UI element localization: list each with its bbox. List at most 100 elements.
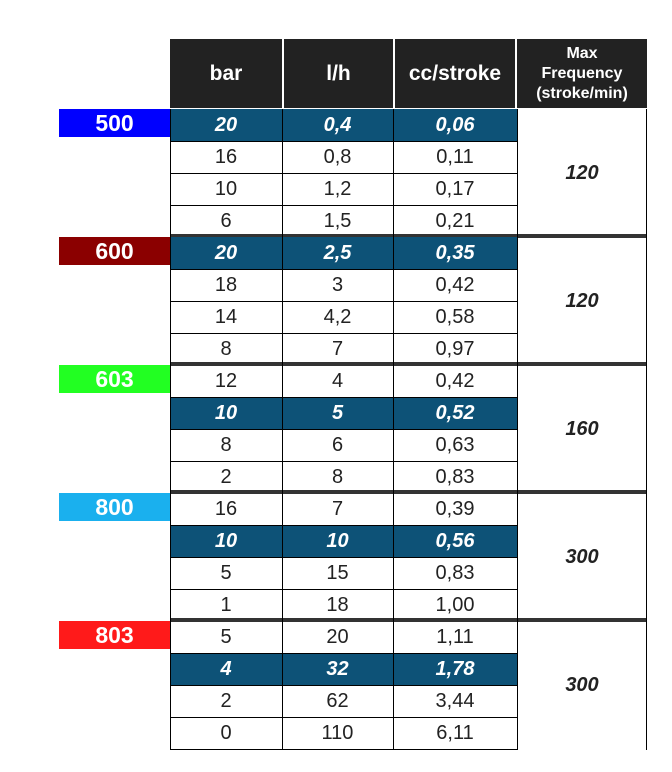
- header-freq-line3: (stroke/min): [536, 84, 628, 102]
- cell-cc-stroke: 0,39: [435, 497, 475, 520]
- model-label: 600: [59, 237, 170, 265]
- cell-lh: 20: [326, 625, 349, 648]
- cell-lh: 7: [331, 497, 344, 520]
- cell-bar: 6: [220, 209, 232, 232]
- header-cc-stroke: cc/stroke: [408, 61, 502, 85]
- cell-lh: 6: [331, 433, 344, 456]
- row-divider: [170, 301, 517, 302]
- column-divider: [393, 109, 394, 750]
- highlight-row-bg: [170, 109, 517, 141]
- cell-cc-stroke: 0,83: [435, 561, 475, 584]
- cell-bar: 1: [220, 593, 232, 616]
- max-frequency-value: 160: [565, 417, 599, 440]
- cell-lh: 1,5: [323, 209, 352, 232]
- header-freq-line2: Frequency: [541, 64, 623, 82]
- table-right-border: [646, 109, 647, 750]
- group-separator: [170, 234, 647, 238]
- header-freq-line1: Max: [566, 44, 598, 62]
- header-lh: l/h: [326, 61, 351, 85]
- row-divider: [170, 205, 517, 206]
- cell-bar: 10: [214, 401, 238, 424]
- header-divider: [515, 39, 517, 108]
- cell-bar: 14: [214, 305, 238, 328]
- cell-lh: 0,4: [323, 113, 352, 136]
- cell-bar: 18: [214, 273, 238, 296]
- cell-bar: 4: [220, 657, 232, 680]
- cell-cc-stroke: 0,17: [435, 177, 475, 200]
- max-frequency-value: 120: [565, 289, 599, 312]
- row-divider: [170, 653, 517, 654]
- group-separator: [170, 618, 647, 622]
- cell-bar: 8: [220, 433, 232, 456]
- cell-cc-stroke: 0,21: [435, 209, 475, 232]
- cell-bar: 5: [220, 625, 232, 648]
- row-divider: [170, 589, 517, 590]
- cell-lh: 110: [321, 721, 354, 744]
- header-divider: [282, 39, 284, 108]
- column-divider: [282, 109, 283, 750]
- cell-cc-stroke: 0,11: [436, 145, 474, 168]
- cell-lh: 32: [326, 657, 349, 680]
- row-divider: [170, 525, 517, 526]
- cell-cc-stroke: 0,35: [435, 241, 475, 264]
- row-divider: [170, 333, 517, 334]
- cell-lh: 4: [331, 369, 344, 392]
- group-separator: [170, 362, 647, 366]
- highlight-row-bg: [170, 237, 517, 269]
- row-divider: [170, 685, 517, 686]
- group-separator: [170, 490, 647, 494]
- cell-lh: 8: [331, 465, 344, 488]
- cell-cc-stroke: 0,42: [435, 273, 475, 296]
- cell-bar: 16: [214, 497, 238, 520]
- cell-cc-stroke: 0,97: [435, 337, 475, 360]
- highlight-row-bg: [170, 397, 517, 429]
- header-divider: [393, 39, 395, 108]
- row-divider: [170, 141, 517, 142]
- cell-lh: 10: [326, 529, 349, 552]
- cell-cc-stroke: 3,44: [435, 689, 475, 712]
- row-divider: [170, 397, 517, 398]
- highlight-row-bg: [170, 525, 517, 557]
- max-frequency-value: 120: [565, 161, 599, 184]
- cell-lh: 1,2: [323, 177, 352, 200]
- header-bar: bar: [209, 61, 243, 85]
- model-label: 800: [59, 493, 170, 521]
- row-divider: [170, 269, 517, 270]
- highlight-row-bg: [170, 653, 517, 685]
- cell-lh: 62: [326, 689, 349, 712]
- cell-cc-stroke: 0,58: [435, 305, 475, 328]
- cell-cc-stroke: 1,00: [435, 593, 475, 616]
- cell-bar: 0: [220, 721, 232, 744]
- model-label: 803: [59, 621, 170, 649]
- cell-bar: 20: [214, 113, 238, 136]
- cell-bar: 16: [214, 145, 238, 168]
- cell-cc-stroke: 0,56: [435, 529, 475, 552]
- cell-lh: 5: [331, 401, 344, 424]
- cell-bar: 2: [220, 689, 232, 712]
- row-divider: [170, 717, 517, 718]
- cell-cc-stroke: 0,42: [435, 369, 475, 392]
- cell-cc-stroke: 1,11: [436, 625, 474, 648]
- row-divider: [170, 557, 517, 558]
- header-max-frequency: Max Frequency (stroke/min): [517, 39, 647, 108]
- cell-lh: 4,2: [323, 305, 352, 328]
- cell-bar: 12: [214, 369, 238, 392]
- cell-lh: 3: [331, 273, 344, 296]
- row-divider: [170, 461, 517, 462]
- cell-bar: 10: [214, 529, 238, 552]
- cell-cc-stroke: 1,78: [435, 657, 475, 680]
- model-label: 603: [59, 365, 170, 393]
- cell-lh: 7: [331, 337, 344, 360]
- cell-lh: 2,5: [323, 241, 352, 264]
- table-header: [170, 39, 647, 108]
- cell-cc-stroke: 0,63: [435, 433, 475, 456]
- max-frequency-value: 300: [565, 673, 599, 696]
- cell-bar: 8: [220, 337, 232, 360]
- cell-cc-stroke: 0,83: [435, 465, 475, 488]
- column-divider: [170, 109, 171, 750]
- cell-cc-stroke: 0,06: [435, 113, 475, 136]
- cell-bar: 2: [220, 465, 232, 488]
- cell-lh: 15: [326, 561, 349, 584]
- cell-cc-stroke: 0,52: [435, 401, 475, 424]
- max-frequency-value: 300: [565, 545, 599, 568]
